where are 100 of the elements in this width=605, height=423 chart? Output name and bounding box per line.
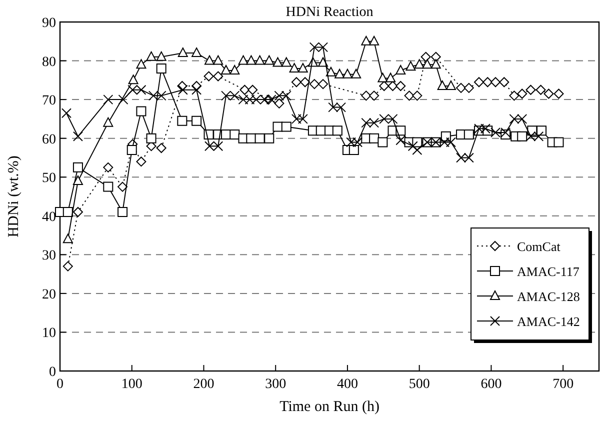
point xyxy=(386,72,396,82)
point xyxy=(526,84,536,95)
point xyxy=(126,144,137,155)
x-tick-label: 300 xyxy=(265,377,286,392)
point xyxy=(406,61,416,71)
legend-label: AMAC-142 xyxy=(517,314,580,329)
point xyxy=(422,59,432,69)
point xyxy=(289,63,300,73)
point xyxy=(309,79,320,90)
point xyxy=(414,59,424,69)
point xyxy=(464,82,474,93)
point xyxy=(291,114,302,124)
legend-label: ComCat xyxy=(517,239,561,254)
point xyxy=(136,106,146,116)
point xyxy=(369,36,380,46)
point xyxy=(72,162,83,172)
point xyxy=(378,137,388,148)
point xyxy=(148,90,158,101)
point xyxy=(156,64,166,74)
legend-label: AMAC-128 xyxy=(517,289,580,304)
point xyxy=(291,77,302,88)
point xyxy=(281,57,292,67)
point xyxy=(251,94,262,105)
point xyxy=(254,133,265,144)
point xyxy=(103,117,114,127)
point xyxy=(437,80,448,90)
x-tick-label: 400 xyxy=(336,377,358,392)
point xyxy=(554,88,564,99)
point xyxy=(526,131,536,142)
point xyxy=(430,59,441,69)
point xyxy=(146,133,156,144)
y-tick-label: 60 xyxy=(42,132,56,148)
point xyxy=(72,175,83,185)
point xyxy=(72,131,83,142)
point xyxy=(136,156,146,167)
point xyxy=(260,94,270,105)
point xyxy=(300,77,310,88)
point xyxy=(136,59,146,69)
point xyxy=(482,77,493,88)
point xyxy=(274,90,284,101)
point xyxy=(221,64,232,74)
point xyxy=(264,133,274,144)
point xyxy=(346,137,356,148)
point xyxy=(351,68,362,78)
point xyxy=(361,36,372,46)
point xyxy=(103,182,114,192)
point xyxy=(517,131,528,142)
point xyxy=(464,129,474,140)
point xyxy=(238,55,248,65)
point xyxy=(146,51,156,61)
point xyxy=(192,48,202,58)
point xyxy=(246,133,256,144)
point xyxy=(536,126,547,136)
point xyxy=(396,64,406,74)
point xyxy=(369,118,380,128)
point xyxy=(480,124,490,134)
point xyxy=(266,94,276,105)
point xyxy=(517,114,528,124)
point xyxy=(396,126,406,136)
point xyxy=(490,77,501,88)
point xyxy=(396,80,406,91)
chart-title: HDNi Reaction xyxy=(286,5,374,20)
point xyxy=(536,84,546,95)
x-tick-label: 500 xyxy=(408,377,430,392)
point xyxy=(334,68,345,78)
point xyxy=(379,114,390,124)
point xyxy=(177,116,188,126)
point xyxy=(336,102,346,112)
point xyxy=(464,152,474,163)
point xyxy=(404,90,414,101)
point xyxy=(103,162,114,172)
point xyxy=(499,77,510,88)
point xyxy=(230,90,240,101)
y-tick-label: 10 xyxy=(42,326,56,342)
point xyxy=(204,141,214,152)
point xyxy=(332,126,342,136)
point xyxy=(509,114,520,124)
point xyxy=(361,118,372,128)
y-tick-label: 80 xyxy=(42,54,56,70)
point xyxy=(446,80,456,90)
point xyxy=(318,42,328,52)
point xyxy=(246,55,256,65)
y-axis-title: HDNi (wt.%) xyxy=(6,156,22,238)
point xyxy=(420,52,431,62)
point xyxy=(238,94,248,105)
point xyxy=(369,133,380,144)
point xyxy=(136,84,146,95)
point xyxy=(554,137,564,148)
point xyxy=(254,55,265,65)
point xyxy=(439,137,450,148)
point xyxy=(156,51,166,61)
y-tick-label: 30 xyxy=(42,248,56,264)
point xyxy=(272,57,283,67)
point xyxy=(248,84,258,95)
y-tick-label: 90 xyxy=(42,16,56,31)
point xyxy=(244,94,255,105)
point xyxy=(118,207,128,218)
point xyxy=(204,71,214,82)
point xyxy=(544,88,554,99)
x-axis-title: Time on Run (h) xyxy=(280,399,380,415)
